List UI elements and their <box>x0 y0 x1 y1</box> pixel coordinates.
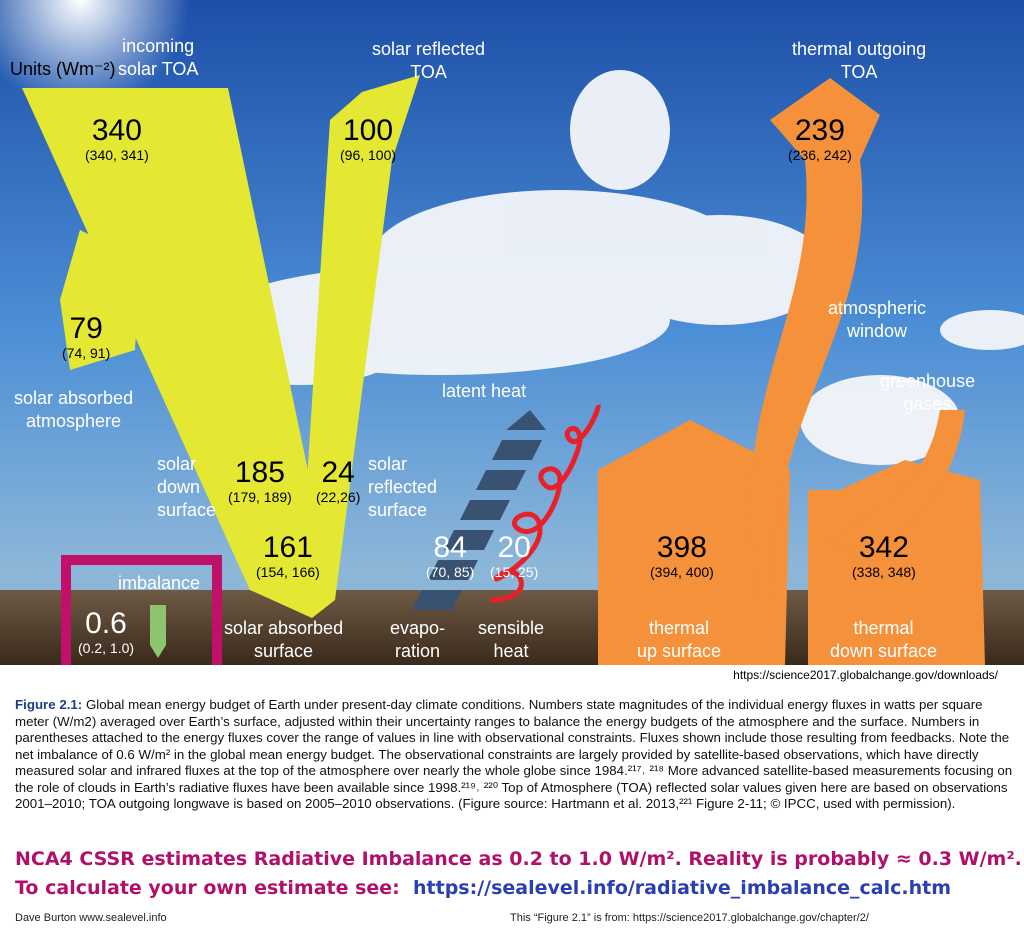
flux-abs-surf: 161 (154, 166) <box>256 531 320 581</box>
calc-link[interactable]: https://sealevel.info/radiative_imbalanc… <box>413 877 952 899</box>
author-credit: Dave Burton www.sealevel.info <box>15 912 167 924</box>
label-thermal-toa: thermal outgoing TOA <box>792 39 927 82</box>
flux-sensible: 20 (15, 25) <box>490 531 539 581</box>
flux-refl-surf: 24 (22,26) <box>316 456 361 506</box>
source-url: https://science2017.globalchange.gov/dow… <box>733 668 998 682</box>
energy-budget-diagram: Units (Wm⁻²) incoming solar TOA solar re… <box>0 0 1024 690</box>
flux-reflected: 100 (96, 100) <box>340 114 397 164</box>
latent-heat-arrow <box>412 410 546 610</box>
diagram-graphics <box>0 0 1024 690</box>
flux-up: 398 (394, 400) <box>650 531 714 581</box>
figure-source-credit: This “Figure 2.1” is from: https://scien… <box>510 912 869 924</box>
imbalance-note: NCA4 CSSR estimates Radiative Imbalance … <box>15 848 1022 870</box>
sensible-heat-spiral <box>489 404 601 603</box>
units-label: Units (Wm⁻²) <box>10 59 116 79</box>
label-solar-refl-surf: solar reflected surface <box>368 454 438 520</box>
label-latent: latent heat <box>442 381 527 401</box>
label-thermal-down: thermal down surface <box>830 618 938 661</box>
label-incoming: incoming solar TOA <box>118 36 199 79</box>
label-imbalance: imbalance <box>118 573 201 593</box>
flux-imbalance: 0.6 (0.2, 1.0) <box>78 607 135 657</box>
solar-arrows <box>22 75 420 618</box>
flux-evap: 84 (70, 85) <box>426 531 475 581</box>
label-atm-window: atmospheric window <box>828 298 927 341</box>
calc-note-prefix: To calculate your own estimate see: <box>15 877 400 899</box>
flux-abs-atm: 79 (74, 91) <box>62 312 111 362</box>
figure-caption: Figure 2.1: Global mean energy budget of… <box>15 697 1015 813</box>
flux-down: 185 (179, 189) <box>228 456 292 506</box>
label-thermal-up: thermal up surface <box>637 618 722 661</box>
thermal-arrows <box>598 78 985 665</box>
label-greenhouse: greenhouse gases <box>880 371 976 414</box>
calc-note: To calculate your own estimate see: http… <box>15 877 951 899</box>
imbalance-arrow <box>150 605 166 658</box>
flux-thermal-out: 239 (236, 242) <box>788 114 852 164</box>
flux-back: 342 (338, 348) <box>852 531 916 581</box>
label-solar-down: solar down surface <box>157 454 217 520</box>
label-solar-abs-surf: solar absorbed surface <box>224 618 344 661</box>
label-solar-abs-atm: solar absorbed atmosphere <box>14 388 134 431</box>
label-sensible: sensible heat <box>478 618 545 661</box>
sun <box>0 0 190 110</box>
caption-title: Figure 2.1: <box>15 697 83 712</box>
caption-text: Global mean energy budget of Earth under… <box>15 697 1013 811</box>
label-evap: evapo- ration <box>390 618 446 661</box>
label-reflected-toa: solar reflected TOA <box>372 39 486 82</box>
flux-incoming: 340 (340, 341) <box>85 114 149 164</box>
